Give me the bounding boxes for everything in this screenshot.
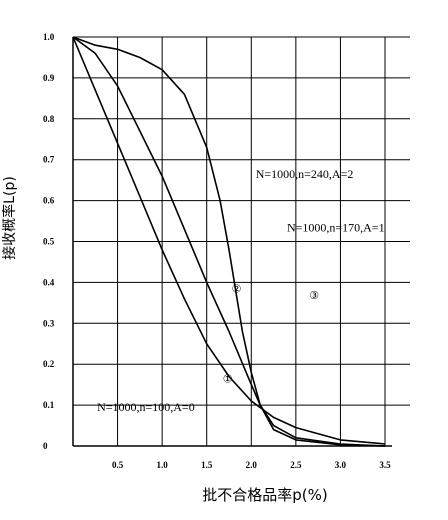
x-tick-label-5: 3.0: [335, 460, 347, 470]
x-tick-label-1: 1.0: [157, 460, 169, 470]
oc-curve-series-2: [72, 36, 386, 447]
y-tick-label-0: 0: [43, 441, 48, 451]
oc-curve-series-1: [72, 36, 386, 447]
oc-curves: [72, 36, 386, 447]
y-tick-label-8: 0.8: [43, 114, 55, 124]
y-tick-label-9: 0.9: [43, 73, 55, 83]
y-tick-labels: 0 0.1 0.2 0.3 0.4 0.5 0.6 0.7 0.8 0.9 1.0: [43, 32, 55, 451]
annotation-2: N=1000,n=100,A=0: [97, 400, 195, 414]
x-tick-label-0: 0.5: [112, 460, 124, 470]
y-tick-label-2: 0.2: [43, 359, 55, 369]
annotation-3: ②: [232, 284, 242, 296]
x-tick-label-6: 3.5: [379, 460, 391, 470]
annotation-4: ③: [309, 290, 319, 302]
x-tick-label-3: 2.0: [246, 460, 258, 470]
y-axis-label: 接收概率L(p): [1, 176, 18, 260]
chart-grid: [73, 36, 410, 446]
y-tick-label-7: 0.7: [43, 155, 55, 165]
y-tick-label-10: 1.0: [43, 32, 55, 42]
y-tick-label-6: 0.6: [43, 196, 55, 206]
x-tick-label-2: 1.5: [201, 460, 213, 470]
chart-axes: [72, 37, 392, 447]
x-tick-labels: 0.5 1.0 1.5 2.0 2.5 3.0 3.5: [112, 460, 391, 470]
x-axis-label: 批不合格品率p(%): [202, 486, 327, 504]
annotation-5: ①: [223, 374, 233, 386]
y-tick-label-4: 0.4: [43, 277, 55, 287]
oc-curve-series-0: [72, 36, 386, 445]
y-tick-label-5: 0.5: [43, 237, 55, 247]
annotation-0: N=1000,n=240,A=2: [256, 167, 354, 181]
annotation-1: N=1000,n=170,A=1: [287, 220, 385, 234]
curve-annotations: N=1000,n=240,A=2 N=1000,n=170,A=1 N=1000,n…: [97, 167, 385, 414]
y-tick-label-3: 0.3: [43, 318, 55, 328]
x-tick-label-4: 2.5: [290, 460, 302, 470]
y-tick-label-1: 0.1: [43, 400, 55, 410]
